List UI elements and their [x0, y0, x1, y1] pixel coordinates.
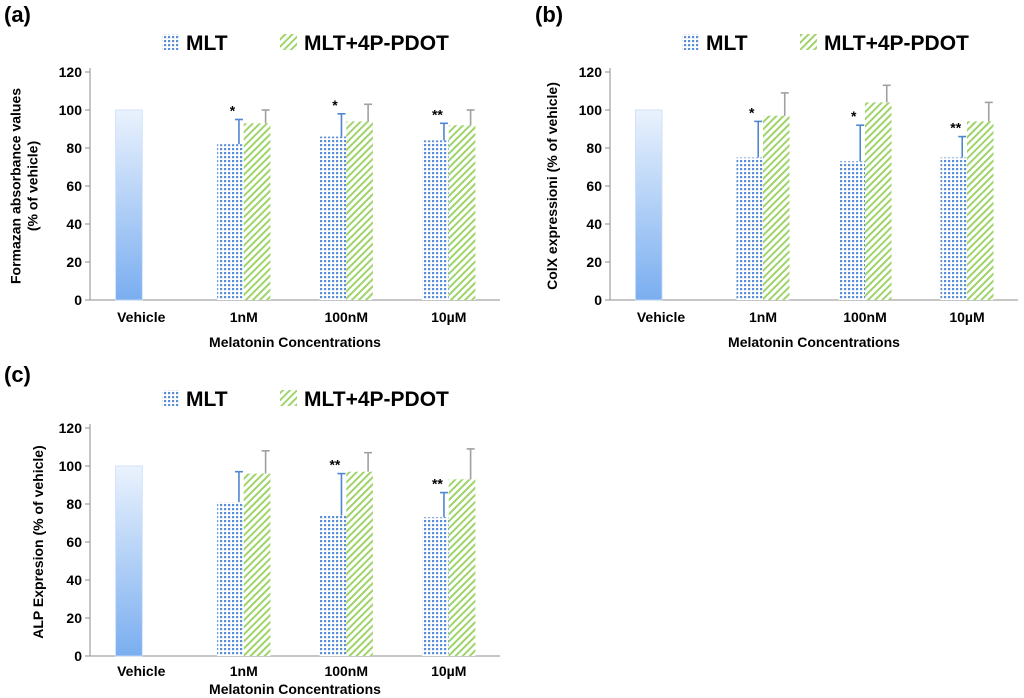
y-tick-label: 100 — [579, 102, 603, 118]
y-tick-label: 20 — [66, 254, 82, 270]
y-tick-label: 100 — [59, 102, 83, 118]
legend-label-mlt-4p-pdot: MLT+4P-PDOT — [304, 388, 449, 411]
x-tick-label: 1nM — [230, 309, 258, 325]
x-tick-label: 100nM — [324, 663, 368, 679]
bar-mlt-4p-pdot — [346, 121, 373, 301]
panel-label: (b) — [535, 2, 563, 27]
bar-mlt-4p-pdot — [346, 471, 373, 656]
legend-swatch-mlt-4p-pdot — [800, 34, 817, 50]
x-tick-label: 100nM — [843, 309, 887, 325]
significance-marker: * — [851, 108, 857, 124]
legend-label-mlt: MLT — [186, 388, 228, 411]
bars: ** ** — [115, 448, 476, 657]
legend: MLT MLT+4P-PDOT — [162, 32, 449, 55]
significance-marker: ** — [950, 120, 961, 136]
x-tick-label: 10µM — [431, 309, 466, 325]
y-tick-label: 60 — [66, 534, 82, 550]
bar-vehicle — [115, 465, 143, 657]
y-tick-label: 80 — [66, 140, 82, 156]
bar-mlt — [940, 157, 967, 300]
panel-label: (c) — [4, 362, 31, 387]
x-axis-title: Melatonin Concentrations — [728, 334, 900, 350]
significance-marker: ** — [329, 457, 340, 473]
legend: MLT MLT+4P-PDOT — [162, 388, 449, 411]
panel-label: (a) — [4, 2, 31, 27]
y-tick-label: 120 — [59, 420, 83, 436]
chart-panel-1: (a) MLT MLT+4P-PDOT Formazan absorbance val… — [4, 2, 500, 350]
y-axis-title: ColX expressioni (% of vehicle) — [544, 82, 560, 290]
bars: **** — [635, 84, 994, 301]
y-tick-label: 120 — [59, 64, 83, 80]
significance-marker: ** — [432, 106, 443, 122]
legend-label-mlt: MLT — [186, 32, 228, 55]
chart-panel-3: (c) MLT MLT+4P-PDOT ALP Expresion (% of veh… — [4, 362, 500, 697]
significance-marker: * — [749, 104, 755, 120]
y-tick-label: 0 — [74, 648, 82, 664]
y-tick-label: 20 — [66, 610, 82, 626]
legend: MLT MLT+4P-PDOT — [682, 32, 969, 55]
legend-swatch-mlt — [682, 34, 699, 50]
legend-swatch-mlt — [162, 34, 179, 50]
significance-marker: ** — [432, 476, 443, 492]
y-axis: 0 20 40 60 80 100 120 — [579, 64, 611, 308]
legend-swatch-mlt-4p-pdot — [280, 34, 297, 50]
bar-mlt — [217, 144, 244, 300]
bars: **** — [115, 97, 476, 301]
bar-vehicle — [115, 109, 143, 301]
bar-mlt — [422, 517, 449, 656]
y-tick-label: 120 — [579, 64, 603, 80]
bar-mlt — [422, 140, 449, 300]
y-axis-title: ALP Expresion (% of vehicle) — [30, 445, 46, 638]
bar-vehicle — [635, 109, 663, 301]
x-axis-title: Melatonin Concentrations — [209, 334, 381, 350]
legend-label-mlt: MLT — [706, 32, 748, 55]
y-tick-label: 100 — [59, 458, 83, 474]
y-tick-label: 40 — [586, 216, 602, 232]
x-tick-label: 100nM — [324, 309, 368, 325]
y-tick-label: 40 — [66, 216, 82, 232]
bar-mlt — [838, 161, 865, 300]
y-tick-label: 20 — [586, 254, 602, 270]
y-tick-label: 80 — [586, 140, 602, 156]
chart-panel-2: (b) MLT MLT+4P-PDOT ColX expressioni (% of … — [535, 2, 1018, 350]
bar-mlt-4p-pdot — [243, 123, 271, 300]
bar-mlt-4p-pdot — [967, 121, 994, 301]
y-axis: 0 20 40 60 80 100 120 — [59, 420, 91, 664]
legend-label-mlt-4p-pdot: MLT+4P-PDOT — [304, 32, 449, 55]
bar-mlt-4p-pdot — [448, 479, 476, 656]
x-tick-label: 1nM — [230, 663, 258, 679]
significance-marker: * — [230, 103, 236, 119]
x-axis-title: Melatonin Concentrations — [209, 681, 381, 697]
bar-mlt — [217, 502, 244, 656]
legend-swatch-mlt-4p-pdot — [280, 390, 297, 406]
bar-mlt — [319, 515, 347, 656]
bar-mlt — [736, 157, 763, 300]
y-tick-label: 0 — [594, 292, 602, 308]
x-tick-label: Vehicle — [117, 309, 165, 325]
bar-mlt-4p-pdot — [865, 102, 892, 301]
y-tick-label: 40 — [66, 572, 82, 588]
bar-mlt-4p-pdot — [243, 473, 271, 656]
y-tick-label: 60 — [66, 178, 82, 194]
bar-mlt — [319, 136, 347, 300]
x-tick-label: 10µM — [949, 309, 984, 325]
legend-label-mlt-4p-pdot: MLT+4P-PDOT — [824, 32, 969, 55]
y-tick-label: 60 — [586, 178, 602, 194]
y-tick-label: 80 — [66, 496, 82, 512]
y-axis-title: Formazan absorbance values(% of vehicle) — [8, 88, 41, 284]
bar-mlt-4p-pdot — [448, 125, 476, 300]
x-tick-label: Vehicle — [637, 309, 685, 325]
x-tick-label: 1nM — [749, 309, 777, 325]
significance-marker: * — [332, 97, 338, 113]
y-tick-label: 0 — [74, 292, 82, 308]
x-tick-label: Vehicle — [117, 663, 165, 679]
bar-mlt-4p-pdot — [763, 115, 790, 300]
x-tick-label: 10µM — [431, 663, 466, 679]
y-axis: 0 20 40 60 80 100 120 — [59, 64, 91, 308]
legend-swatch-mlt — [162, 390, 179, 406]
